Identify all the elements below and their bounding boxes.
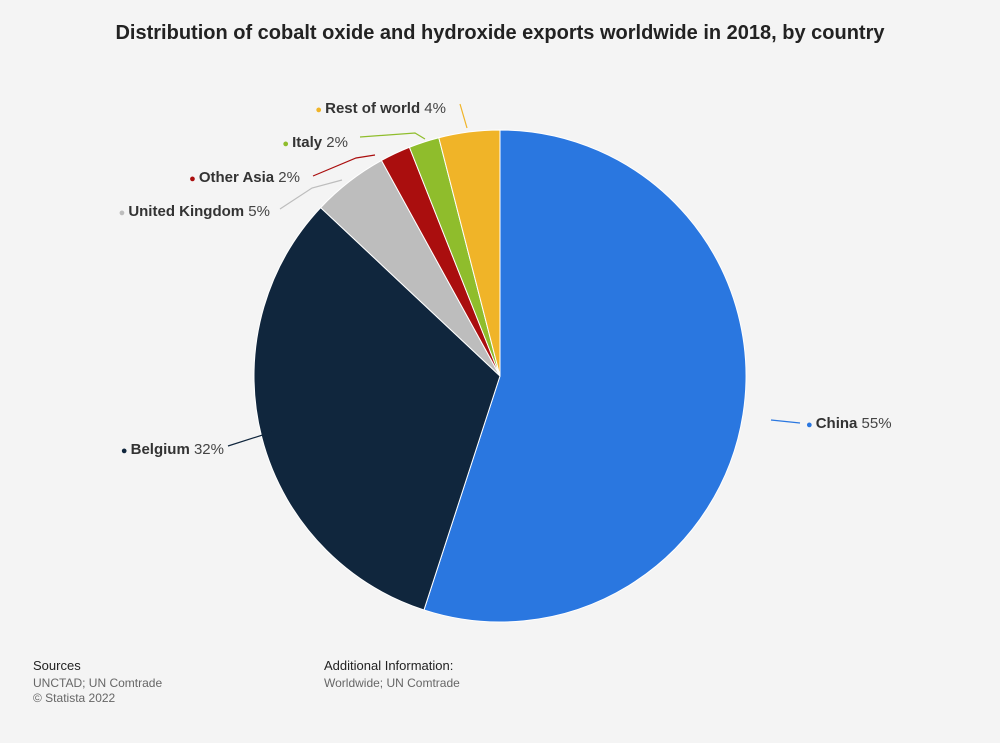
legend-dot-belgium: ●	[121, 445, 131, 457]
slice-labels: ● China 55%● Belgium 32%● United Kingdom…	[119, 100, 892, 458]
additional-info-heading: Additional Information:	[324, 658, 454, 673]
leader-line-china	[770, 419, 801, 424]
legend-dot-other-asia: ●	[189, 173, 199, 185]
pie-slice-china[interactable]	[423, 129, 747, 623]
slice-value-other-asia: 2%	[274, 169, 300, 186]
leader-line-rest-of-world	[459, 103, 468, 129]
sources-heading: Sources	[33, 658, 81, 673]
slice-label-china: ● China 55%	[806, 415, 892, 432]
additional-info-line-1: Worldwide; UN Comtrade	[324, 676, 460, 690]
leader-line-belgium	[227, 431, 273, 447]
pie-slice-rest-of-world[interactable]	[438, 129, 501, 377]
slice-value-rest-of-world: 4%	[420, 100, 446, 117]
slice-name-italy: Italy	[292, 134, 323, 151]
pie-slice-belgium[interactable]	[253, 206, 501, 611]
slice-label-belgium: ● Belgium 32%	[121, 441, 224, 458]
legend-dot-italy: ●	[282, 138, 292, 150]
slice-name-china: China	[816, 415, 858, 432]
slice-label-rest-of-world: ● Rest of world 4%	[315, 100, 446, 117]
leader-line-italy	[359, 132, 426, 140]
leader-line-other-asia	[312, 154, 376, 177]
slice-label-other-asia: ● Other Asia 2%	[189, 169, 300, 186]
legend-dot-china: ●	[806, 419, 816, 431]
slice-value-united-kingdom: 5%	[244, 203, 270, 220]
legend-dot-rest-of-world: ●	[315, 104, 325, 116]
sources-block: Sources UNCTAD; UN Comtrade © Statista 2…	[33, 658, 162, 705]
sources-line-1: UNCTAD; UN Comtrade	[33, 676, 163, 690]
slice-name-belgium: Belgium	[131, 441, 190, 458]
sources-line-2: © Statista 2022	[33, 691, 116, 705]
slice-label-united-kingdom: ● United Kingdom 5%	[119, 203, 270, 220]
slice-value-china: 55%	[857, 415, 891, 432]
slice-value-belgium: 32%	[190, 441, 224, 458]
pie-slices	[253, 129, 747, 623]
slice-name-united-kingdom: United Kingdom	[128, 203, 244, 220]
leader-line-united-kingdom	[279, 179, 343, 210]
slice-value-italy: 2%	[322, 134, 348, 151]
slice-name-other-asia: Other Asia	[199, 169, 275, 186]
leader-lines	[227, 103, 801, 447]
slice-label-italy: ● Italy 2%	[282, 134, 348, 151]
slice-name-rest-of-world: Rest of world	[325, 100, 420, 117]
chart-title: Distribution of cobalt oxide and hydroxi…	[115, 22, 885, 44]
legend-dot-united-kingdom: ●	[119, 207, 129, 219]
additional-info-block: Additional Information: Worldwide; UN Co…	[324, 658, 460, 690]
